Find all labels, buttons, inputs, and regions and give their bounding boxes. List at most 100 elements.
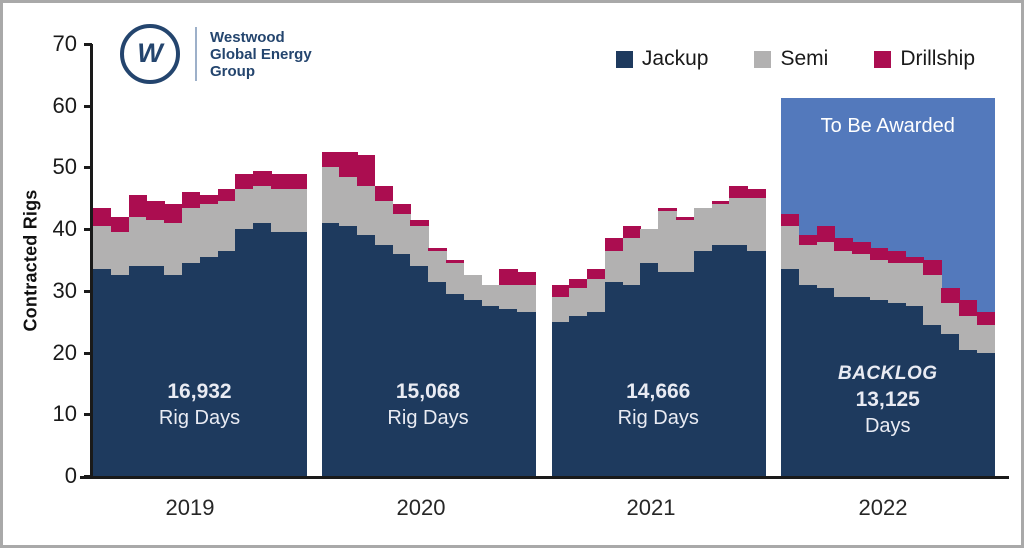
westwood-logo: W Westwood Global Energy Group (120, 24, 312, 84)
drillship-bar-segment (852, 241, 871, 254)
drillship-bar-segment (517, 272, 536, 285)
semi-bar-segment (235, 189, 254, 230)
semi-bar-segment (551, 297, 570, 322)
drillship-bar-segment (816, 226, 835, 242)
jackup-bar-segment (976, 352, 996, 476)
y-tick-mark (84, 166, 92, 170)
logo-circle-icon: W (120, 24, 180, 84)
jackup-bar-segment (887, 303, 907, 476)
jackup-bar-segment (110, 275, 130, 476)
jackup-bar-segment (676, 272, 695, 476)
y-tick-label: 20 (52, 339, 77, 365)
jackup-bar-segment (428, 281, 447, 476)
jackup-bar-segment (235, 229, 254, 476)
y-tick-label: 70 (52, 31, 77, 56)
semi-bar-segment (374, 201, 394, 245)
rig-days-label-2019: Rig Days (158, 407, 241, 429)
annotation-2022-backlog: BACKLOG 13,125 Days (838, 361, 938, 439)
drillship-bar-segment (288, 173, 308, 190)
rig-days-label-2020: Rig Days (387, 407, 469, 429)
drillship-bar-segment (357, 155, 376, 186)
drillship-bar-segment (887, 250, 907, 264)
drillship-bar-segment (658, 207, 677, 211)
legend: Jackup Semi Drillship (3, 47, 975, 71)
drillship-bar-segment (270, 173, 290, 190)
drillship-bar-segment (446, 260, 465, 264)
jackup-bar-segment (392, 253, 412, 476)
x-axis-label-2021: 2021 (626, 495, 676, 520)
semi-bar-segment (905, 263, 924, 307)
jackup-bar-segment (587, 312, 606, 476)
drillship-bar-segment (199, 195, 219, 205)
jackup-bar-segment (816, 287, 835, 476)
drillship-bar-segment (321, 152, 340, 168)
annotation-2019: 16,932 Rig Days (159, 379, 240, 431)
x-axis-label-2019: 2019 (165, 495, 215, 520)
drillship-bar-segment (374, 185, 394, 202)
semi-bar-segment (587, 278, 606, 313)
semi-bar-segment (816, 241, 835, 288)
legend-label-drillship: Drillship (900, 47, 975, 70)
jackup-bar-segment (658, 272, 677, 476)
semi-bar-segment (640, 229, 659, 264)
jackup-bar-segment (869, 300, 889, 476)
jackup-bar-segment (374, 244, 394, 476)
semi-bar-segment (181, 207, 201, 264)
jackup-bar-segment (551, 321, 570, 476)
semi-bar-segment (852, 253, 871, 298)
y-axis-title: Contracted Rigs (20, 189, 41, 332)
jackup-bar-segment (569, 315, 588, 476)
jackup-bar-segment (253, 222, 272, 476)
y-tick-label: 40 (52, 216, 77, 242)
drillship-bar-segment (622, 226, 642, 239)
drillship-bar-segment (729, 185, 748, 199)
semi-bar-segment (711, 204, 731, 245)
drillship-bar-segment (339, 152, 358, 177)
semi-bar-segment (428, 250, 447, 282)
semi-bar-segment (834, 250, 853, 298)
drillship-bar-segment (392, 204, 412, 214)
drillship-bar-segment (569, 278, 588, 288)
logo-divider (195, 27, 197, 81)
semi-bar-segment (569, 287, 588, 316)
semi-bar-segment (410, 226, 429, 267)
jackup-bar-segment (410, 266, 429, 476)
jackup-bar-segment (729, 244, 748, 476)
legend-label-semi: Semi (780, 47, 829, 70)
drillship-bar-segment (410, 219, 429, 227)
y-tick-mark (84, 475, 92, 478)
jackup-bar-segment (781, 269, 800, 476)
jackup-bar-segment (958, 349, 978, 476)
y-tick-label: 50 (52, 154, 77, 180)
y-tick-label: 0 (64, 463, 77, 488)
drillship-bar-segment (958, 300, 978, 316)
drillship-bar-segment (587, 269, 606, 279)
semi-bar-segment (958, 315, 978, 350)
semi-bar-segment (217, 201, 236, 251)
y-tick-label: 60 (52, 92, 77, 118)
legend-item-drillship: Drillship (874, 47, 975, 71)
drillship-bar-segment (976, 312, 996, 325)
jackup-bar-segment (905, 306, 924, 476)
w-monogram-icon: W (137, 37, 163, 68)
x-axis-line (80, 476, 1009, 479)
y-tick-mark (84, 228, 92, 232)
brand-line-3: Group (210, 62, 255, 80)
semi-bar-segment (146, 219, 165, 267)
jackup-bar-segment (711, 244, 731, 476)
jackup-bar-segment (604, 281, 624, 476)
jackup-bar-segment (463, 300, 483, 476)
legend-item-jackup: Jackup (615, 47, 708, 71)
semi-bar-segment (517, 284, 536, 313)
semi-swatch-icon (754, 50, 772, 68)
jackup-bar-segment (321, 222, 340, 476)
drillship-bar-segment (834, 238, 853, 251)
y-tick-mark (84, 104, 92, 108)
x-axis-label-2022: 2022 (858, 495, 908, 520)
semi-bar-segment (622, 238, 642, 285)
y-tick-label: 10 (52, 401, 77, 427)
drillship-bar-segment (676, 216, 695, 220)
drillship-bar-segment (164, 204, 183, 223)
semi-bar-segment (941, 303, 960, 335)
